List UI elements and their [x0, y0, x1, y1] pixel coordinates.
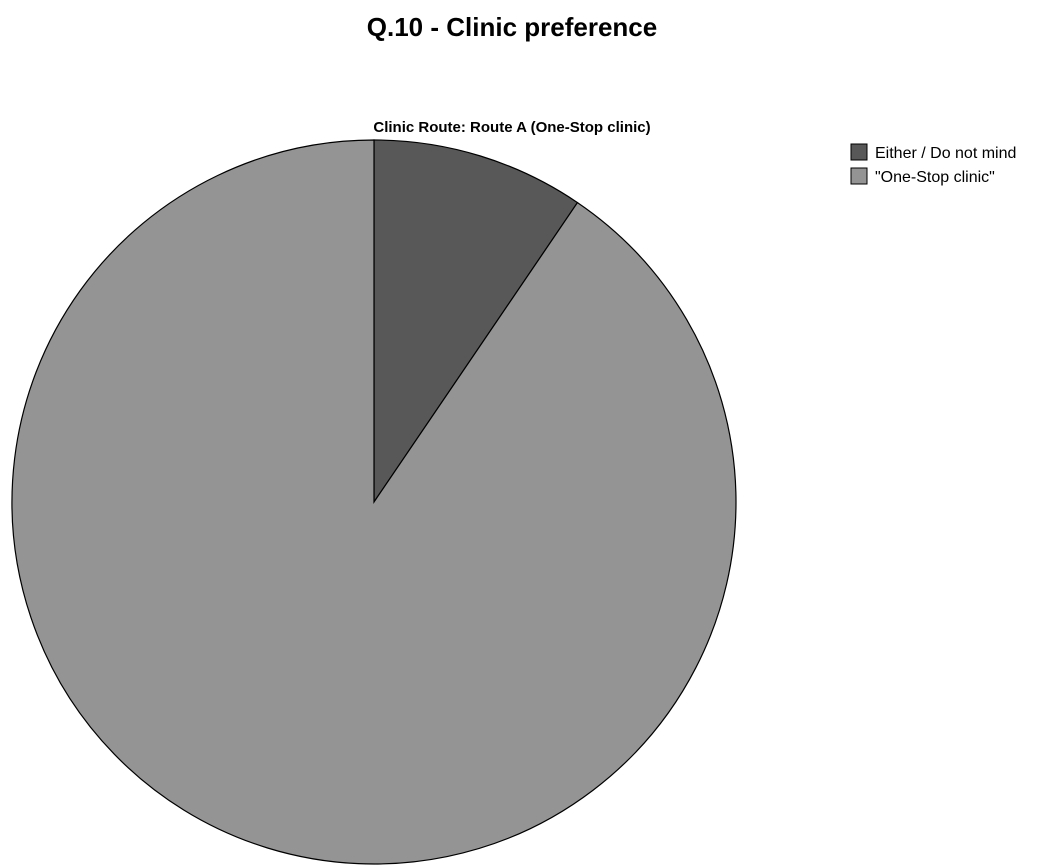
chart-title: Q.10 - Clinic preference — [367, 12, 657, 42]
legend: Either / Do not mind "One-Stop clinic" — [850, 143, 1016, 186]
pie-slices — [11, 139, 737, 865]
legend-label-either-do-not-mind: Either / Do not mind — [875, 145, 1016, 162]
legend-swatch-one-stop-clinic — [850, 167, 868, 185]
pie-slice-either-do-not-mind — [373, 139, 579, 504]
chart-subtitle: Clinic Route: Route A (One-Stop clinic) — [373, 119, 650, 136]
legend-swatch-either-do-not-mind — [850, 143, 868, 161]
pie-slice-one-stop-clinic — [11, 139, 737, 865]
legend-label-one-stop-clinic: "One-Stop clinic" — [875, 169, 995, 186]
